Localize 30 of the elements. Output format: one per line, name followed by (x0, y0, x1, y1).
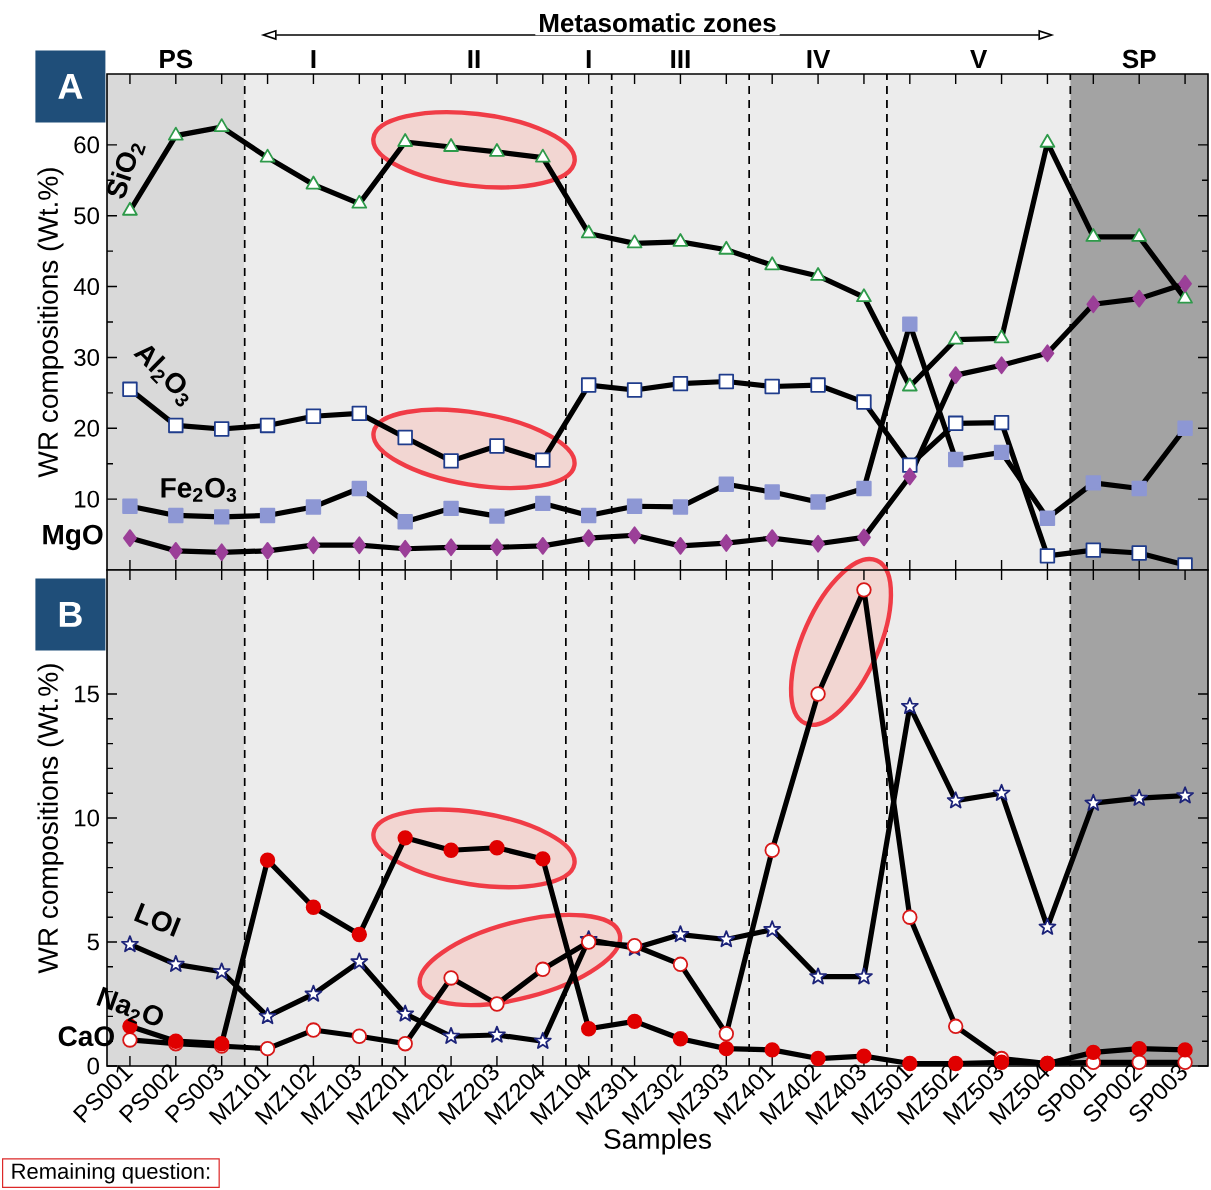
y-tick-label: 30 (74, 348, 99, 366)
y-tick-label: 40 (73, 278, 99, 296)
series-label: MgO (43, 524, 103, 551)
text: Remaining question: (12, 1162, 210, 1184)
x-axis-title: Samples (604, 1128, 711, 1155)
text: LOI (133, 902, 181, 937)
text: Metasomatic zones (540, 13, 776, 33)
text: Na$_{2}$O (96, 986, 163, 1026)
y-tick-label: 50 (74, 207, 99, 225)
text: Al$_{2}$O$_{3}$ (133, 345, 189, 407)
series-label: Fe$_{2}$O$_{3}$ (161, 477, 237, 502)
y-tick-label: 20 (74, 419, 99, 437)
band-label: PS (160, 49, 193, 69)
y-tick-label: 10 (75, 490, 99, 508)
band-label: II (468, 50, 480, 68)
y-tick-label: 10 (75, 809, 99, 827)
band-label: IV (807, 50, 831, 68)
band-label: I (586, 50, 591, 68)
band-label: V (970, 50, 988, 68)
band-label: I (311, 50, 316, 68)
band-label: SP (1122, 49, 1156, 69)
y-axis-title: WR compositions (Wt.%) (37, 168, 64, 478)
text: A (58, 73, 83, 99)
text: SiO$_{2}$ (107, 143, 146, 199)
y-tick-label: 5 (87, 933, 99, 951)
y-axis-title: WR compositions (Wt.%) (37, 664, 64, 974)
band-label: III (671, 50, 690, 68)
y-tick-label: 60 (74, 136, 99, 154)
text: B (59, 602, 82, 627)
y-tick-label: 15 (75, 685, 99, 703)
